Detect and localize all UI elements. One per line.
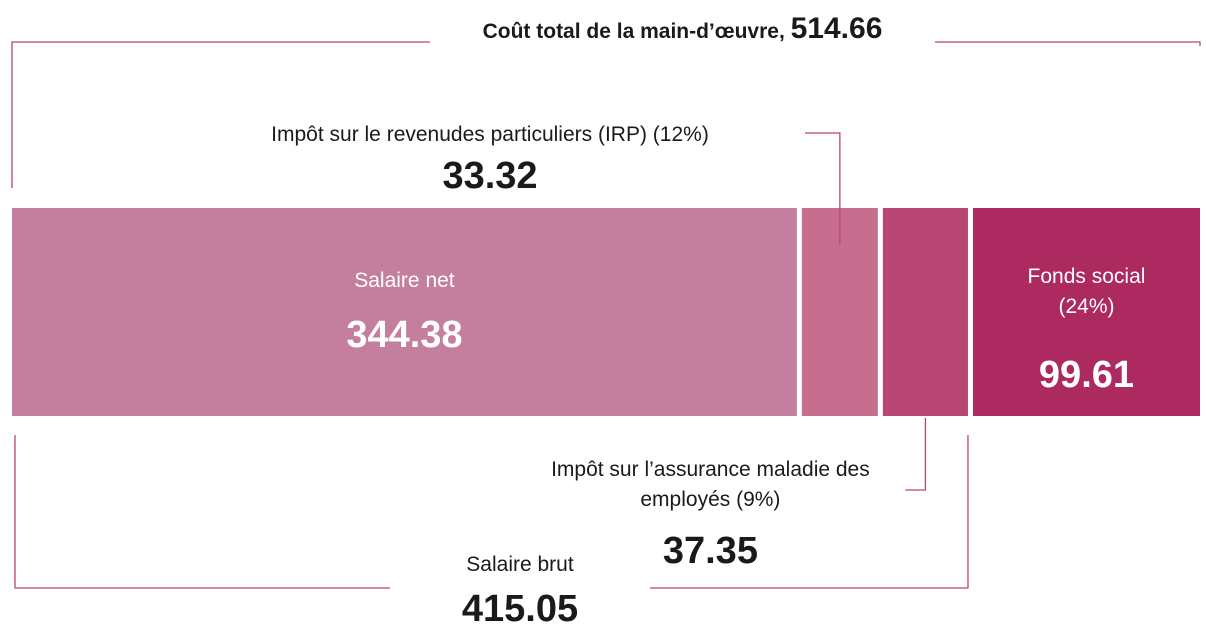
segment-value: 33.32: [442, 155, 538, 197]
bar-segment: [972, 208, 1200, 416]
segment-label: Salaire net: [354, 269, 455, 292]
total-label: Coût total de la main-d’œuvre,: [482, 20, 785, 43]
segment-label: Fonds social (24%): [1027, 265, 1146, 318]
bar-segment: [882, 208, 968, 416]
segment-label: Impôt sur le revenudes particuliers (IRP…: [271, 123, 709, 146]
bar-segment: [12, 208, 797, 416]
segment-value: 99.61: [1038, 354, 1135, 396]
segment-label: Impôt sur l’assurance maladie des employ…: [551, 458, 870, 511]
chart-title: Coût total de la main-d’œuvre, 514.66: [430, 12, 935, 46]
subtotal-value: 415.05: [461, 588, 579, 630]
subtotal-bracket-left: [14, 435, 390, 589]
leader-line: [905, 418, 927, 491]
subtotal-label: Salaire brut: [466, 553, 574, 576]
subtotal-bracket-right: [650, 435, 969, 589]
total-bracket-right: [935, 41, 1201, 46]
total-value: 514.66: [790, 12, 883, 45]
total-bracket-left: [11, 41, 430, 188]
segment-value: 37.35: [662, 530, 758, 572]
segment-value: 344.38: [346, 314, 463, 356]
leader-line: [805, 132, 841, 245]
